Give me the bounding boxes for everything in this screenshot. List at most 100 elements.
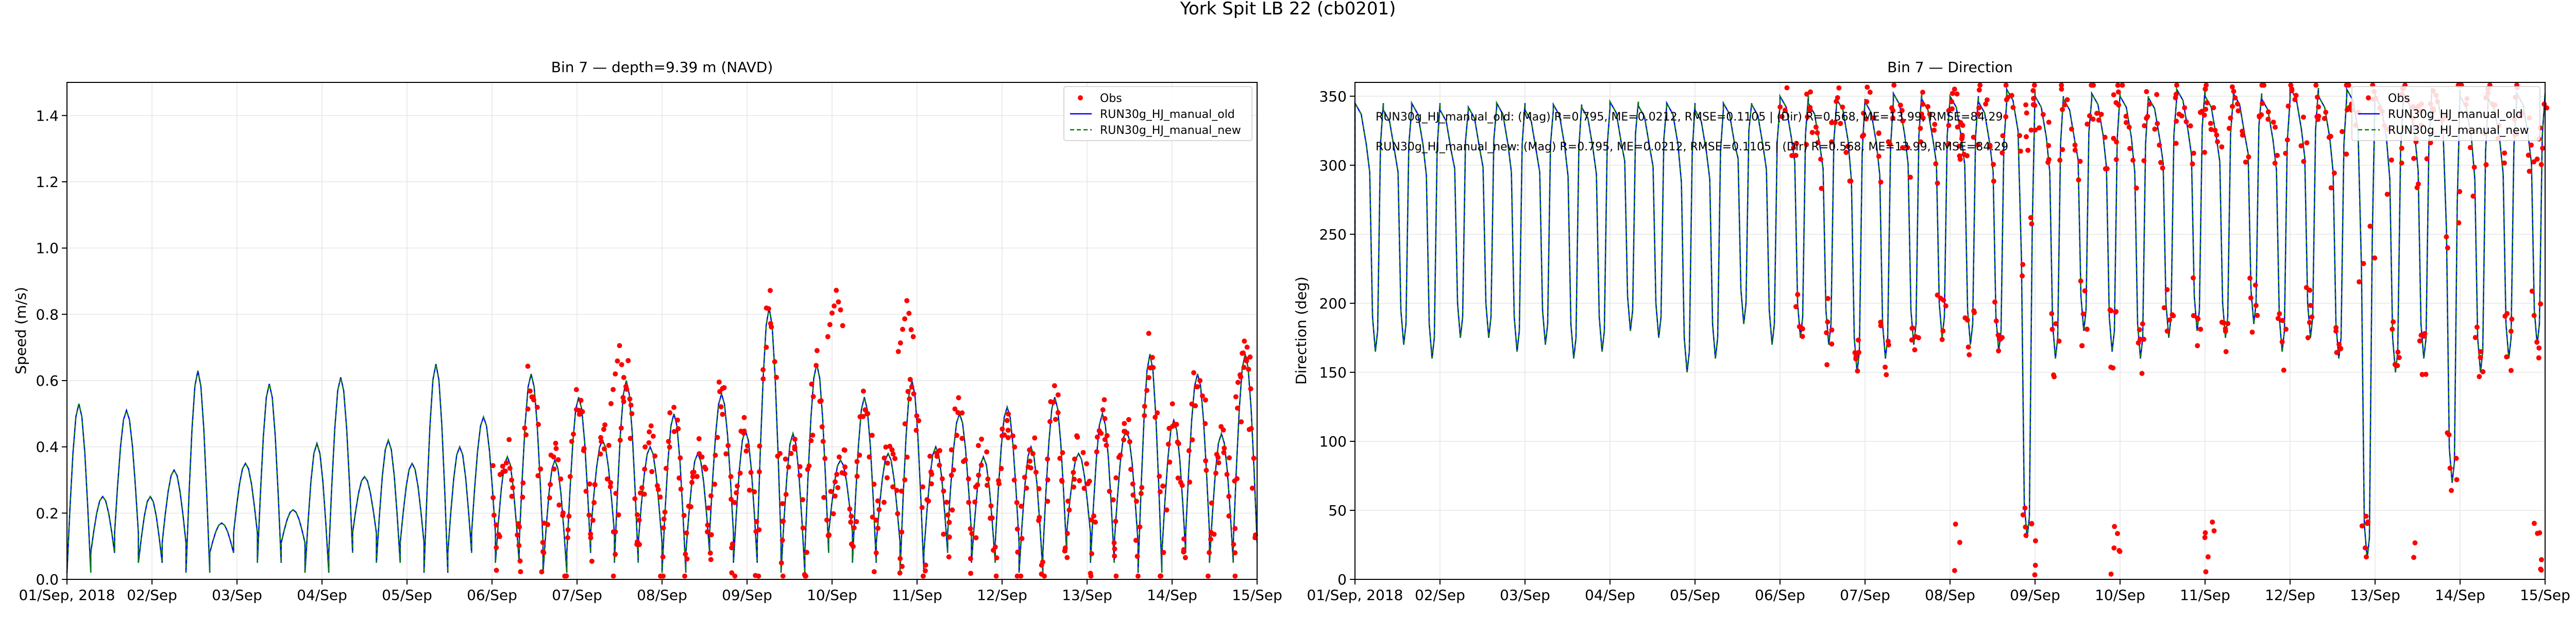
obs-point <box>503 460 509 466</box>
obs-point <box>2540 145 2546 151</box>
obs-point <box>1077 478 1082 484</box>
y-tick-label: 200 <box>1319 295 1347 312</box>
obs-point <box>1093 519 1098 525</box>
obs-point <box>682 573 687 579</box>
obs-point <box>1996 348 2002 354</box>
obs-point <box>1949 99 1955 105</box>
obs-point <box>2188 123 2193 129</box>
obs-point <box>2133 185 2139 191</box>
obs-point <box>667 410 673 416</box>
obs-point <box>826 533 831 539</box>
obs-point <box>1126 417 1131 422</box>
obs-point <box>2277 311 2282 317</box>
obs-point <box>996 481 1002 487</box>
obs-point <box>1232 526 1238 531</box>
obs-point <box>1863 116 1869 122</box>
obs-point <box>491 512 497 518</box>
obs-point <box>661 516 667 522</box>
obs-point <box>1777 104 1783 110</box>
obs-point <box>2120 82 2125 88</box>
obs-point <box>2137 327 2142 333</box>
obs-point <box>625 358 631 364</box>
legend-marker-obs <box>2366 95 2371 100</box>
obs-point <box>1130 481 1136 487</box>
obs-point <box>1782 108 1788 113</box>
obs-point <box>2173 141 2179 146</box>
obs-point <box>2230 104 2235 109</box>
obs-point <box>1855 368 1860 374</box>
obs-point <box>696 436 702 441</box>
obs-point <box>2456 220 2462 226</box>
obs-point <box>2090 82 2096 88</box>
y-tick-label: 1.2 <box>36 174 59 191</box>
obs-point <box>1096 428 1102 434</box>
obs-point <box>1813 124 1819 130</box>
obs-point <box>1065 499 1071 504</box>
obs-point <box>1999 150 2005 156</box>
obs-point <box>2017 133 2022 139</box>
obs-point <box>586 512 592 518</box>
obs-point <box>865 411 870 417</box>
obs-point <box>1927 111 1933 117</box>
obs-point <box>1910 325 1916 331</box>
obs-point <box>1157 489 1163 494</box>
obs-point <box>2470 193 2476 199</box>
obs-point <box>1072 476 1077 482</box>
obs-point <box>1138 491 1144 496</box>
y-tick-label: 250 <box>1319 226 1347 243</box>
x-tick-label: 07/Sep <box>1840 587 1890 604</box>
obs-point <box>490 495 496 501</box>
obs-point <box>2334 350 2340 355</box>
obs-point <box>775 453 781 459</box>
obs-point <box>2235 101 2240 107</box>
obs-point <box>606 442 612 448</box>
obs-point <box>2046 119 2052 125</box>
obs-point <box>1005 435 1011 440</box>
obs-point <box>1094 434 1100 440</box>
obs-point <box>690 474 696 479</box>
obs-point <box>494 568 499 573</box>
obs-point <box>2174 118 2179 124</box>
obs-point <box>772 359 777 365</box>
obs-point <box>1887 141 1893 147</box>
obs-point <box>1834 99 1839 104</box>
obs-point <box>2467 145 2473 150</box>
obs-point <box>920 484 925 490</box>
obs-point <box>713 453 718 458</box>
obs-point <box>842 471 848 476</box>
obs-point <box>1176 441 1181 447</box>
obs-point <box>1102 437 1108 442</box>
y-tick-label: 50 <box>1328 502 1347 519</box>
obs-point <box>860 414 866 419</box>
x-tick-label: 15/Sep <box>1232 587 1282 604</box>
obs-point <box>2202 86 2208 92</box>
obs-point <box>1062 545 1068 551</box>
obs-point <box>702 465 707 470</box>
obs-point <box>2252 282 2258 288</box>
obs-point <box>2160 165 2165 171</box>
obs-point <box>2364 521 2370 526</box>
obs-point <box>923 562 928 568</box>
obs-point <box>2412 540 2418 546</box>
obs-point <box>621 399 626 404</box>
obs-point <box>2411 156 2417 161</box>
obs-point <box>1084 461 1090 467</box>
obs-point <box>2219 319 2225 325</box>
obs-point <box>1246 427 1252 432</box>
obs-point <box>1950 91 1955 96</box>
obs-point <box>1871 115 1876 121</box>
obs-point <box>538 466 544 472</box>
speed-series-obs <box>490 287 1258 579</box>
obs-point <box>941 488 946 494</box>
y-tick-label: 350 <box>1319 88 1347 105</box>
obs-point <box>2003 114 2009 119</box>
obs-point <box>1961 151 1967 157</box>
obs-point <box>1124 430 1130 436</box>
obs-point <box>1053 417 1058 422</box>
obs-point <box>2111 545 2117 551</box>
obs-point <box>2359 523 2365 529</box>
obs-point <box>897 570 903 576</box>
obs-point <box>1158 573 1163 579</box>
obs-point <box>2020 262 2026 267</box>
obs-point <box>1815 130 1820 135</box>
